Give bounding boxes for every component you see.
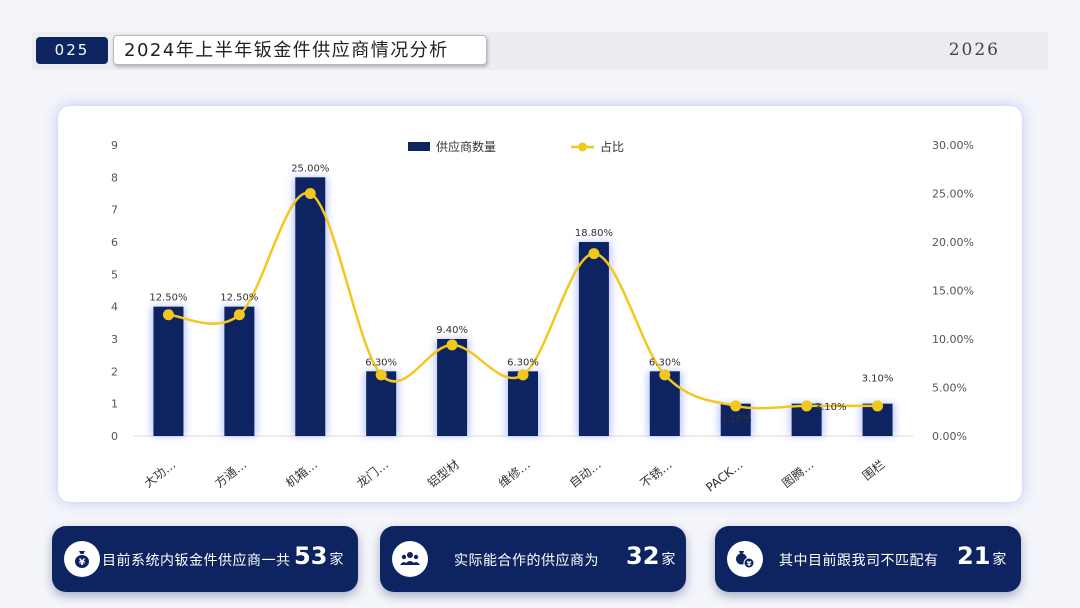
x-tick-label: 不锈… [638,457,675,490]
y-right-tick-label: 25.00% [932,188,974,201]
data-label: 12.50% [220,293,258,304]
chart-card: 0 1 2 3 4 5 6 7 8 9 0.00% 5.00% 10.00% 15.00% 20.00% 25… [58,106,1022,502]
line-point [162,309,174,321]
combo-chart: 0 1 2 3 4 5 6 7 8 9 0.00% 5.00% 10.00% 15.00% 20.00% 25… [111,139,974,495]
stat-card-cooperative: 实际能合作的供应商为 32 家 [380,526,686,592]
line-point [375,369,387,381]
svg-text:¥: ¥ [79,558,86,568]
legend-line-label: 占比 [600,139,624,154]
y-left-tick-label: 7 [111,204,118,217]
bar [224,306,255,436]
data-label: 3.10% [720,414,752,425]
stat-value: 21 家 [957,542,1007,570]
y-left-tick-label: 5 [111,268,118,281]
stat-value: 53 家 [294,542,344,570]
y-right-tick-label: 10.00% [932,333,974,346]
y-left-tick-label: 0 [111,430,118,443]
people-icon [392,541,428,577]
line-point [588,248,600,260]
stat-label: 实际能合作的供应商为 [454,553,599,569]
data-label: 9.40% [436,325,468,336]
bar [153,306,184,436]
x-tick-label: 自动… [567,457,604,490]
x-tick-label: 机箱… [283,457,321,491]
data-label: 6.30% [365,357,397,368]
page-number: 025 [36,37,108,64]
line-point [517,369,529,381]
bar [649,371,680,436]
page-title: 2024年上半年钣金件供应商情况分析 [113,35,487,65]
bar [437,339,468,436]
x-tick-label: 方通… [212,457,250,491]
stat-label: 目前系统内钣金件供应商一共 [102,553,291,569]
data-label: 25.00% [291,163,329,174]
money-bag-icon: ¥ [64,541,100,577]
legend-bar-swatch [408,142,430,151]
y-left-tick-label: 6 [111,236,118,249]
y-right-tick-label: 5.00% [932,382,967,395]
y-left-tick-label: 3 [111,333,118,346]
data-label: 12.50% [149,293,187,304]
x-tick-label: 龙门… [353,457,391,491]
data-label: 6.30% [649,357,681,368]
x-tick-label: 围栏 [859,457,887,484]
line-point [730,400,742,412]
x-tick-label: 铝型材 [424,457,462,491]
y-right-tick-label: 15.00% [932,285,974,298]
svg-text:¥: ¥ [747,560,752,568]
data-label: 18.80% [575,228,613,239]
x-tick-label: 图腾… [779,457,817,491]
bar [508,371,538,436]
line-point [446,339,458,351]
legend-line-marker [578,142,587,152]
coins-icon: ¥ [727,541,763,577]
line-point [659,369,671,381]
line-point [233,309,245,321]
stat-value: 32 家 [626,542,676,570]
line-point [801,400,813,412]
stat-card-mismatch: ¥ 其中目前跟我司不匹配有 21 家 [715,526,1021,592]
y-left-tick-label: 2 [111,365,118,378]
line-point [304,188,316,199]
y-left-tick-label: 9 [111,139,118,152]
stat-card-total: ¥ 目前系统内钣金件供应商一共 53 家 [52,526,358,592]
y-right-tick-label: 30.00% [932,139,974,152]
stat-label: 其中目前跟我司不匹配有 [779,553,939,569]
legend-bar-label: 供应商数量 [436,139,496,154]
data-label: 3.10% [815,402,847,413]
bar [578,242,609,436]
year-label: 2026 [948,40,1000,60]
y-left-tick-label: 4 [111,301,118,314]
bar [295,177,326,436]
line-point [872,400,884,412]
y-right-tick-label: 0.00% [932,430,967,443]
y-left-tick-label: 1 [111,398,118,411]
data-label: 6.30% [507,357,539,368]
y-left-tick-label: 8 [111,171,118,184]
y-right-tick-label: 20.00% [932,236,974,249]
data-label: 3.10% [862,374,894,385]
x-tick-label: PACK… [703,457,745,494]
x-tick-label: 大功… [141,457,178,490]
x-tick-label: 维修… [495,457,533,491]
